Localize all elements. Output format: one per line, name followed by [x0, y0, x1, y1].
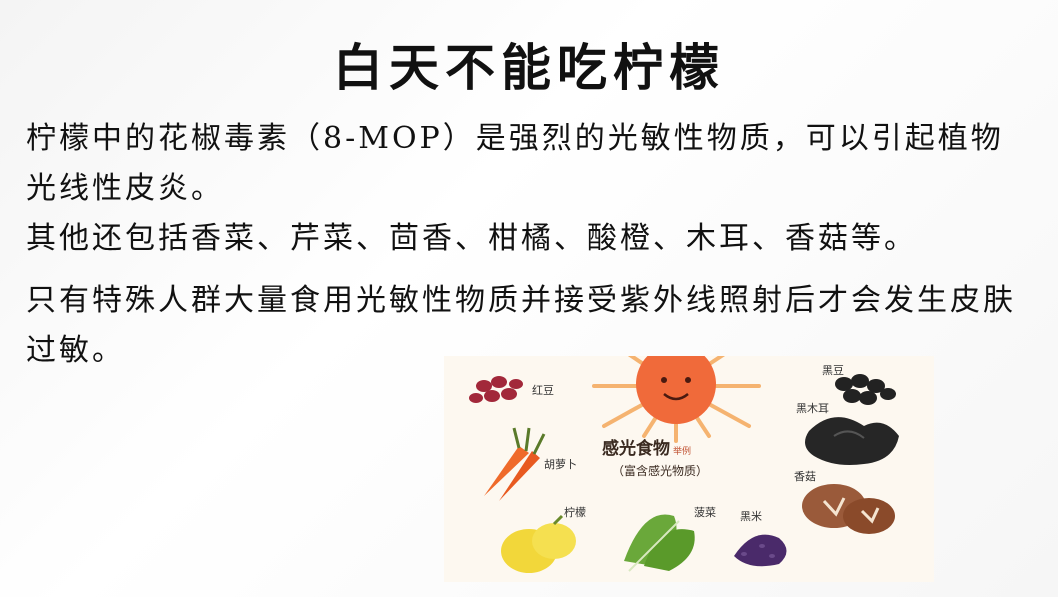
- red-bean-pile: [469, 376, 523, 403]
- paragraph-lemon-toxin: 柠檬中的花椒毒素（8-MOP）是强烈的光敏性物质，可以引起植物光线性皮炎。: [26, 121, 1004, 206]
- illustration-drawing: [469, 356, 899, 573]
- black-bean-pile: [835, 374, 896, 405]
- center-title-text: 感光食物: [602, 439, 670, 459]
- label-carrot: 胡萝卜: [544, 458, 577, 471]
- label-black-bean: 黑豆: [822, 364, 844, 377]
- carrots: [484, 427, 546, 501]
- paragraph-special-groups: 只有特殊人群大量食用光敏性物质并接受紫外线照射后才会发生皮肤过敏。: [26, 283, 1016, 368]
- sun-face: [636, 356, 716, 424]
- lemons: [501, 514, 576, 573]
- label-spinach: 菠菜: [694, 506, 716, 519]
- label-black-fungus: 黑木耳: [796, 402, 829, 415]
- black-rice-pile: [734, 534, 787, 567]
- label-red-bean: 红豆: [532, 384, 554, 397]
- shiitake-mushrooms: [802, 484, 895, 534]
- black-fungus: [805, 417, 899, 465]
- slide-title: 白天不能吃柠檬: [333, 39, 725, 97]
- photosensitive-foods-illustration: 红豆 黑豆 黑木耳 胡萝卜 香菇 柠檬 菠菜 黑米 感光食物 举例 （富含感光物质…: [444, 356, 934, 582]
- label-black-rice: 黑米: [740, 510, 762, 523]
- label-lemon: 柠檬: [564, 506, 586, 519]
- paragraph-other-foods: 其他还包括香菜、芹菜、茴香、柑橘、酸橙、木耳、香菇等。: [26, 221, 917, 256]
- illustration-center-subtitle: （富含感光物质）: [612, 464, 709, 478]
- center-title-tag: 举例: [673, 447, 692, 457]
- label-shiitake: 香菇: [794, 470, 816, 483]
- illustration-center-title: 感光食物 举例: [602, 434, 691, 459]
- spinach: [624, 514, 695, 572]
